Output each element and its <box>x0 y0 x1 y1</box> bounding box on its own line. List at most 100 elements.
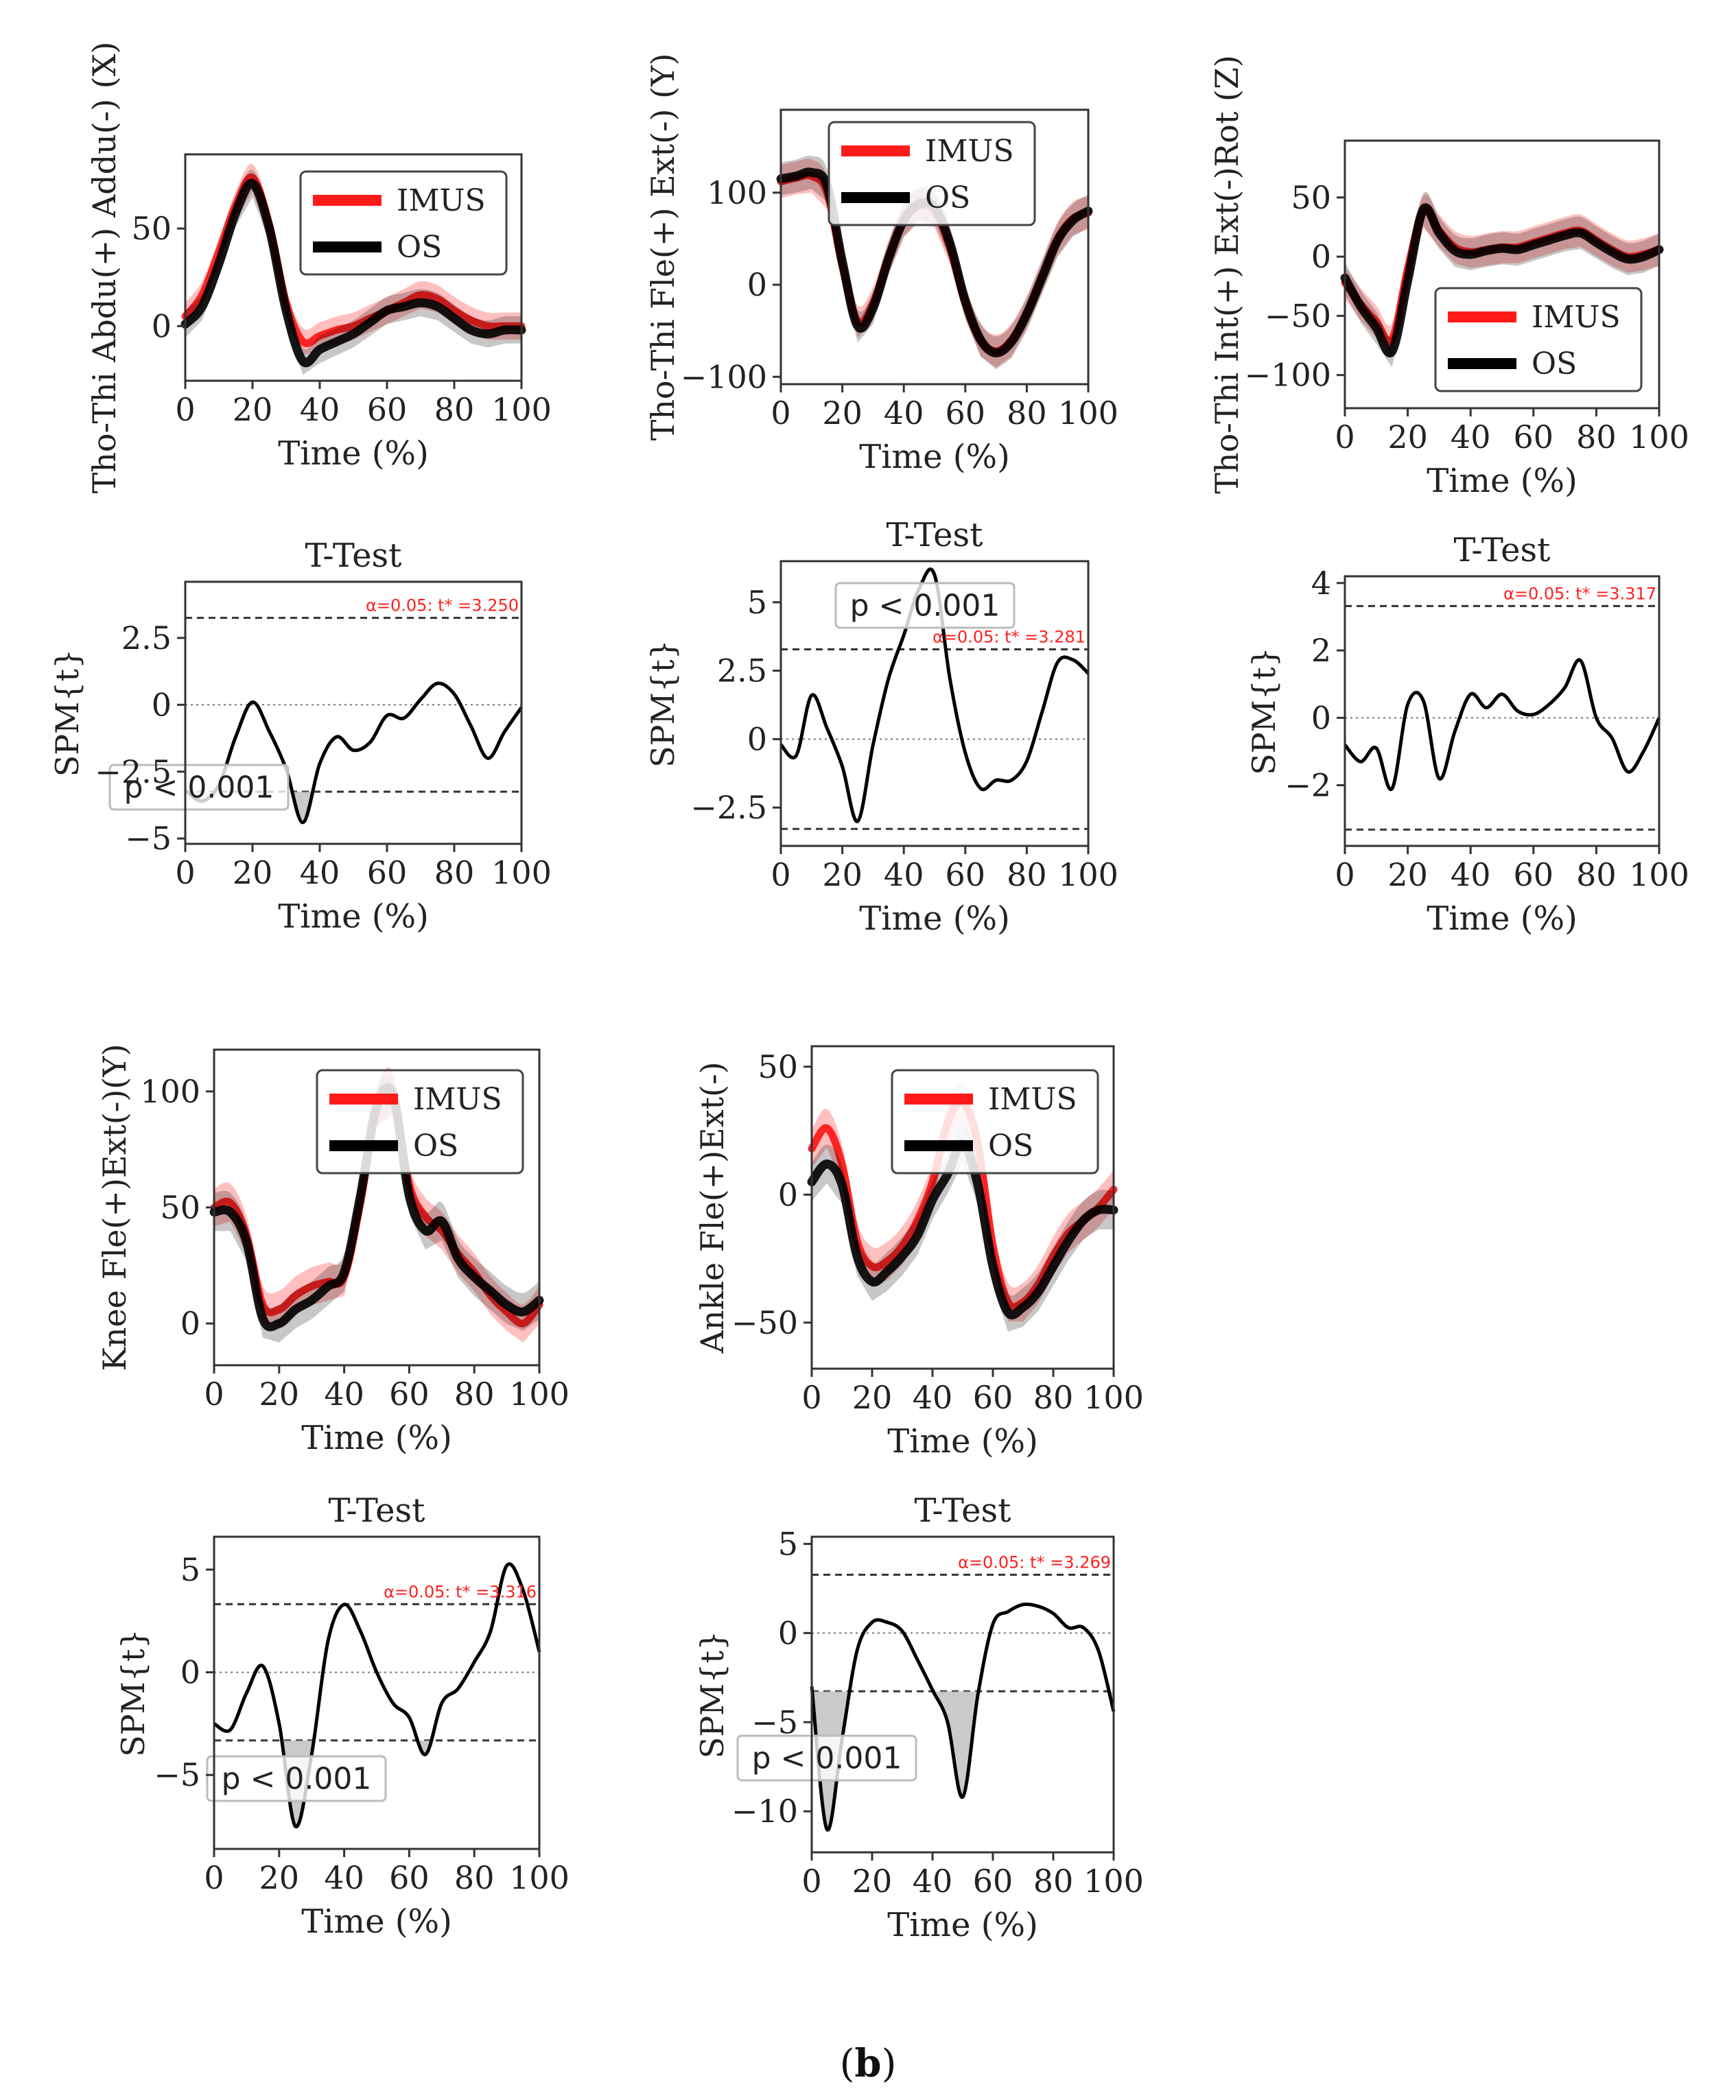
x-tick-label: 40 <box>884 394 924 432</box>
alpha-label: α=0.05: t* =3.317 <box>1503 584 1656 603</box>
x-tick-label: 80 <box>454 1859 495 1896</box>
suprathreshold-cluster <box>1345 660 1659 829</box>
y-tick-label: −5 <box>154 1756 200 1793</box>
band-os <box>214 1069 539 1343</box>
p-value-label: p < 0.001 <box>124 770 274 805</box>
y-tick-label: 50 <box>160 1189 200 1226</box>
spm-curve <box>779 567 1090 823</box>
legend-label-imus: IMUS <box>925 134 1014 169</box>
x-tick-label: 80 <box>1576 418 1617 456</box>
x-axis-label: Time (%) <box>278 897 429 936</box>
chart-title: T-Test <box>1454 531 1551 569</box>
legend-label-imus: IMUS <box>413 1082 502 1117</box>
y-tick-label: 0 <box>180 1654 200 1691</box>
spm-curve <box>184 681 524 825</box>
legend-label-os: OS <box>988 1129 1033 1164</box>
x-axis-label: Time (%) <box>278 434 429 473</box>
spm-curve <box>810 1602 1116 1832</box>
plot-frame <box>779 108 1090 386</box>
x-tick-label: 80 <box>434 854 475 891</box>
y-axis-label: Tho-Thi Fle(+) Ext(-) (Y) <box>644 54 681 441</box>
x-tick-label: 60 <box>973 1379 1013 1416</box>
x-tick-label: 60 <box>1514 418 1554 456</box>
y-tick-label: 5 <box>180 1551 200 1588</box>
x-tick-label: 0 <box>771 394 790 432</box>
y-tick-label: 100 <box>140 1073 200 1110</box>
chart-p4: 0 20 40 60 80 100 0 50 100 Time (%) Knee Fle(+)Ext… <box>96 1043 570 1457</box>
legend-label-os: OS <box>1532 346 1577 381</box>
y-tick-label: 4 <box>1311 565 1331 602</box>
x-tick-label: 60 <box>367 391 408 428</box>
alpha-label: α=0.05: t* =3.269 <box>958 1553 1111 1572</box>
x-tick-label: 100 <box>509 1859 570 1896</box>
plot-frame <box>1344 575 1661 847</box>
figure-caption: (b) <box>839 2041 897 2086</box>
p-value-label: p < 0.001 <box>850 589 1000 624</box>
x-tick-label: 80 <box>1033 1379 1074 1416</box>
y-axis-label: Tho-Thi Abdu(+) Addu(-) (X) <box>86 42 123 494</box>
chart-title: T-Test <box>915 1491 1011 1530</box>
x-tick-label: 20 <box>852 1863 893 1900</box>
y-tick-label: −2 <box>1285 767 1331 804</box>
x-tick-label: 20 <box>822 394 863 432</box>
x-axis-label: Time (%) <box>887 1906 1038 1944</box>
y-tick-label: 50 <box>131 210 172 247</box>
plot-frame <box>184 580 523 845</box>
legend: IMUS OS <box>828 121 1036 226</box>
x-tick-label: 40 <box>324 1859 364 1896</box>
x-tick-label: 0 <box>1335 856 1354 893</box>
alpha-label: α=0.05: t* =3.250 <box>366 596 519 615</box>
x-tick-label: 100 <box>491 391 552 428</box>
legend-label-imus: IMUS <box>397 183 486 218</box>
chart-t4: T-Test α=0.05: t* =3.316 p < 0.001 0 20 40 60 8… <box>115 1491 570 1941</box>
x-tick-label: 80 <box>1007 394 1047 432</box>
x-tick-label: 80 <box>434 391 475 428</box>
x-tick-label: 100 <box>1058 394 1118 432</box>
y-axis-label: SPM{t} <box>49 649 86 777</box>
y-tick-label: −10 <box>731 1793 798 1830</box>
legend: IMUS OS <box>891 1069 1099 1175</box>
plot-frame <box>810 1535 1115 1854</box>
y-tick-label: 2.5 <box>717 652 767 689</box>
suprathreshold-cluster <box>812 1691 1114 1830</box>
x-axis-label: Time (%) <box>301 1902 452 1941</box>
x-tick-label: 0 <box>175 854 195 891</box>
y-tick-label: 0 <box>152 686 172 723</box>
x-axis-label: Time (%) <box>859 438 1010 476</box>
spm-curve <box>213 1562 541 1828</box>
x-tick-label: 60 <box>946 394 986 432</box>
chart-p5: 0 20 40 60 80 100 −50 0 50 Time (%) Ankle Fle(+)Ex… <box>694 1045 1144 1461</box>
x-tick-label: 60 <box>367 854 408 891</box>
y-axis-label: Tho-Thi Int(+) Ext(-)Rot (Z) <box>1208 55 1245 494</box>
y-tick-label: −100 <box>681 358 767 395</box>
legend: IMUS OS <box>299 170 508 276</box>
x-tick-label: 0 <box>801 1863 821 1900</box>
plot-frame <box>779 560 1090 847</box>
chart-p1: 0 20 40 60 80 100 0 50 Time (%) Tho-Thi Abdu(+) A… <box>86 42 552 494</box>
chart-t5: T-Test α=0.05: t* =3.269 p < 0.001 0 20 40 60 8… <box>694 1491 1144 1944</box>
x-tick-label: 0 <box>1335 418 1354 456</box>
x-tick-label: 40 <box>324 1376 364 1413</box>
x-tick-label: 100 <box>491 854 552 891</box>
p-value-box <box>108 764 290 811</box>
y-tick-label: 50 <box>1291 179 1331 216</box>
x-tick-label: 0 <box>801 1379 821 1416</box>
x-tick-label: 40 <box>1451 418 1491 456</box>
y-tick-label: 2 <box>1311 632 1331 669</box>
plot-frame <box>810 1045 1115 1370</box>
y-tick-label: −50 <box>1265 297 1331 334</box>
y-tick-label: −2.5 <box>690 789 767 826</box>
x-tick-label: 80 <box>1576 856 1617 893</box>
y-tick-label: 0 <box>778 1176 798 1213</box>
chart-title: T-Test <box>329 1491 425 1530</box>
x-tick-label: 40 <box>1451 856 1491 893</box>
y-tick-label: −100 <box>1245 357 1331 394</box>
legend-label-os: OS <box>925 180 970 215</box>
chart-t3: T-Test α=0.05: t* =3.317 0 20 40 60 80 100 −2 0 2 4… <box>1245 531 1689 938</box>
x-tick-label: 80 <box>454 1376 495 1413</box>
p-value-label: p < 0.001 <box>752 1741 902 1776</box>
x-tick-label: 0 <box>771 856 790 893</box>
y-axis-label: SPM{t} <box>115 1629 152 1757</box>
legend: IMUS OS <box>316 1069 524 1175</box>
